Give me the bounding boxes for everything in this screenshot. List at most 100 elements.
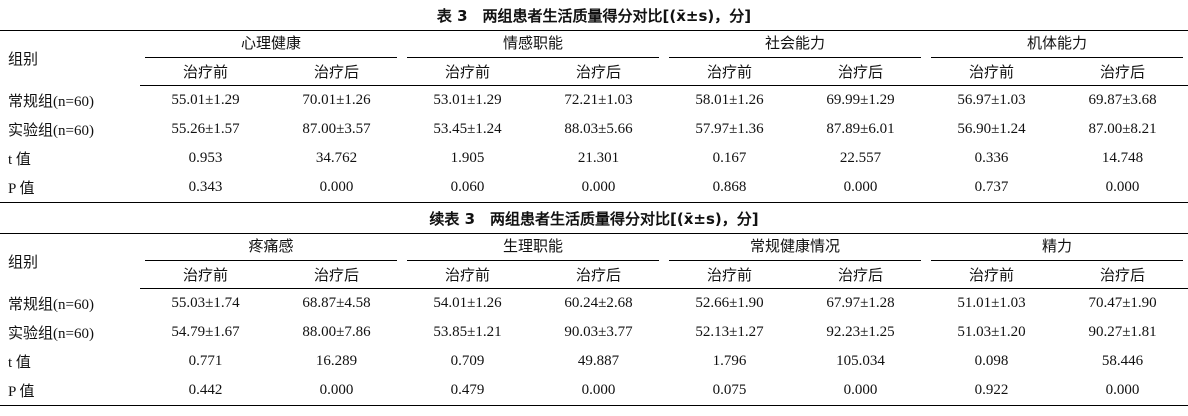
- cell: 0.771: [188, 353, 223, 369]
- cell: 51.03±1.20: [957, 324, 1026, 340]
- table-title: 续表 3 两组患者生活质量得分对比[(x̄±s)，分]: [429, 210, 759, 228]
- group-header: 社会能力: [669, 32, 922, 58]
- table-block: 表 3 两组患者生活质量得分对比[(x̄±s)，分] 组别 心理健康 情感职能 社会能力…: [0, 0, 1188, 203]
- cell: 0.000: [581, 179, 616, 195]
- group-header-cell: 疼痛感: [140, 234, 402, 262]
- row-label: P 值: [8, 181, 35, 197]
- row-header: 组别: [8, 254, 39, 271]
- cell: 69.87±3.68: [1088, 92, 1157, 108]
- cell: 54.79±1.67: [171, 324, 240, 340]
- group-header-cell: 常规健康情况: [664, 234, 926, 262]
- header-row: 组别 心理健康 情感职能 社会能力 机体能力: [0, 31, 1188, 68]
- data-row: P 值 0.343 0.000 0.060 0.000 0.868 0.000 0.737 0.…: [0, 173, 1188, 203]
- cell: 70.47±1.90: [1088, 295, 1157, 311]
- document: 表 3 两组患者生活质量得分对比[(x̄±s)，分] 组别 心理健康 情感职能 社会能力…: [0, 0, 1188, 406]
- subheader: 治疗后: [533, 261, 665, 289]
- cell: 56.90±1.24: [957, 121, 1026, 137]
- cell: 55.01±1.29: [171, 92, 240, 108]
- data-row: 实验组(n=60) 55.26±1.57 87.00±3.57 53.45±1.24 8…: [0, 115, 1188, 144]
- subheader: 治疗前: [664, 261, 796, 289]
- cell: 88.00±7.86: [302, 324, 371, 340]
- cell: 90.27±1.81: [1088, 324, 1157, 340]
- data-table: 组别 心理健康 情感职能 社会能力 机体能力 治疗前 治疗后 治疗前 治疗后 治疗前 治疗后 治疗前治…: [0, 30, 1188, 203]
- table-block: 续表 3 两组患者生活质量得分对比[(x̄±s)，分] 组别 疼痛感 生理职能 常规健康…: [0, 203, 1188, 406]
- cell: 88.03±5.66: [564, 121, 633, 137]
- cell: 0.075: [712, 382, 747, 398]
- cell: 0.167: [712, 150, 747, 166]
- cell: 69.99±1.29: [826, 92, 895, 108]
- cell: 1.905: [450, 150, 485, 166]
- cell: 0.953: [188, 150, 223, 166]
- group-header-cell: 生理职能: [402, 234, 664, 262]
- cell: 0.000: [581, 382, 616, 398]
- row-label: 实验组(n=60): [8, 123, 94, 139]
- data-row: t 值 0.953 34.762 1.905 21.301 0.167 22.557 0.33…: [0, 144, 1188, 173]
- row-label: P 值: [8, 384, 35, 400]
- group-header: 心理健康: [145, 32, 398, 58]
- cell: 0.442: [188, 382, 223, 398]
- cell: 0.343: [188, 179, 223, 195]
- cell: 22.557: [839, 150, 882, 166]
- subheader: 治疗前: [402, 58, 534, 86]
- group-header: 精力: [931, 235, 1184, 261]
- group-header-cell: 情感职能: [402, 31, 664, 59]
- subheader: 治疗前: [140, 58, 271, 86]
- cell: 57.97±1.36: [695, 121, 764, 137]
- group-header-cell: 社会能力: [664, 31, 926, 59]
- cell: 58.446: [1101, 353, 1144, 369]
- cell: 60.24±2.68: [564, 295, 633, 311]
- header-row: 组别 疼痛感 生理职能 常规健康情况 精力: [0, 234, 1188, 271]
- cell: 56.97±1.03: [957, 92, 1026, 108]
- subheader: 治疗前: [926, 261, 1058, 289]
- cell: 52.13±1.27: [695, 324, 764, 340]
- subheader: 治疗后: [1057, 261, 1188, 289]
- subheader: 治疗后: [795, 261, 927, 289]
- group-header: 疼痛感: [145, 235, 398, 261]
- cell: 58.01±1.26: [695, 92, 764, 108]
- data-row: 常规组(n=60) 55.01±1.29 70.01±1.26 53.01±1.29 7…: [0, 86, 1188, 116]
- cell: 68.87±4.58: [302, 295, 371, 311]
- cell: 87.00±8.21: [1088, 121, 1157, 137]
- cell: 34.762: [315, 150, 358, 166]
- cell: 67.97±1.28: [826, 295, 895, 311]
- cell: 0.000: [1105, 179, 1140, 195]
- subheader: 治疗后: [533, 58, 665, 86]
- cell: 0.060: [450, 179, 485, 195]
- cell: 87.00±3.57: [302, 121, 371, 137]
- cell: 0.000: [843, 382, 878, 398]
- cell: 55.26±1.57: [171, 121, 240, 137]
- group-header: 机体能力: [931, 32, 1184, 58]
- cell: 0.336: [974, 150, 1009, 166]
- group-header: 情感职能: [407, 32, 660, 58]
- row-label: t 值: [8, 355, 31, 371]
- cell: 70.01±1.26: [302, 92, 371, 108]
- table-title: 表 3 两组患者生活质量得分对比[(x̄±s)，分]: [436, 7, 752, 25]
- cell: 0.000: [319, 179, 354, 195]
- cell: 1.796: [712, 353, 747, 369]
- cell: 51.01±1.03: [957, 295, 1026, 311]
- data-row: P 值 0.442 0.000 0.479 0.000 0.075 0.000 0.922 0.…: [0, 376, 1188, 406]
- cell: 55.03±1.74: [171, 295, 240, 311]
- cell: 92.23±1.25: [826, 324, 895, 340]
- cell: 53.85±1.21: [433, 324, 502, 340]
- cell: 0.737: [974, 179, 1009, 195]
- subheader: 治疗后: [271, 58, 403, 86]
- cell: 16.289: [315, 353, 358, 369]
- subheader-row: 治疗前 治疗后 治疗前 治疗后 治疗前 治疗后 治疗前 治疗后: [0, 58, 1188, 86]
- cell: 14.748: [1101, 150, 1144, 166]
- subheader: 治疗后: [1057, 58, 1188, 86]
- cell: 0.868: [712, 179, 747, 195]
- subheader: 治疗后: [271, 261, 403, 289]
- subheader: 治疗前: [926, 58, 1058, 86]
- cell: 0.709: [450, 353, 485, 369]
- cell: 53.45±1.24: [433, 121, 502, 137]
- cell: 0.000: [843, 179, 878, 195]
- group-header-cell: 精力: [926, 234, 1188, 262]
- cell: 0.098: [974, 353, 1009, 369]
- cell: 49.887: [577, 353, 620, 369]
- row-label: 常规组(n=60): [8, 296, 94, 313]
- cell: 53.01±1.29: [433, 92, 502, 108]
- data-row: t 值 0.771 16.289 0.709 49.887 1.796 105.034 0.0…: [0, 347, 1188, 376]
- cell: 0.000: [1105, 382, 1140, 398]
